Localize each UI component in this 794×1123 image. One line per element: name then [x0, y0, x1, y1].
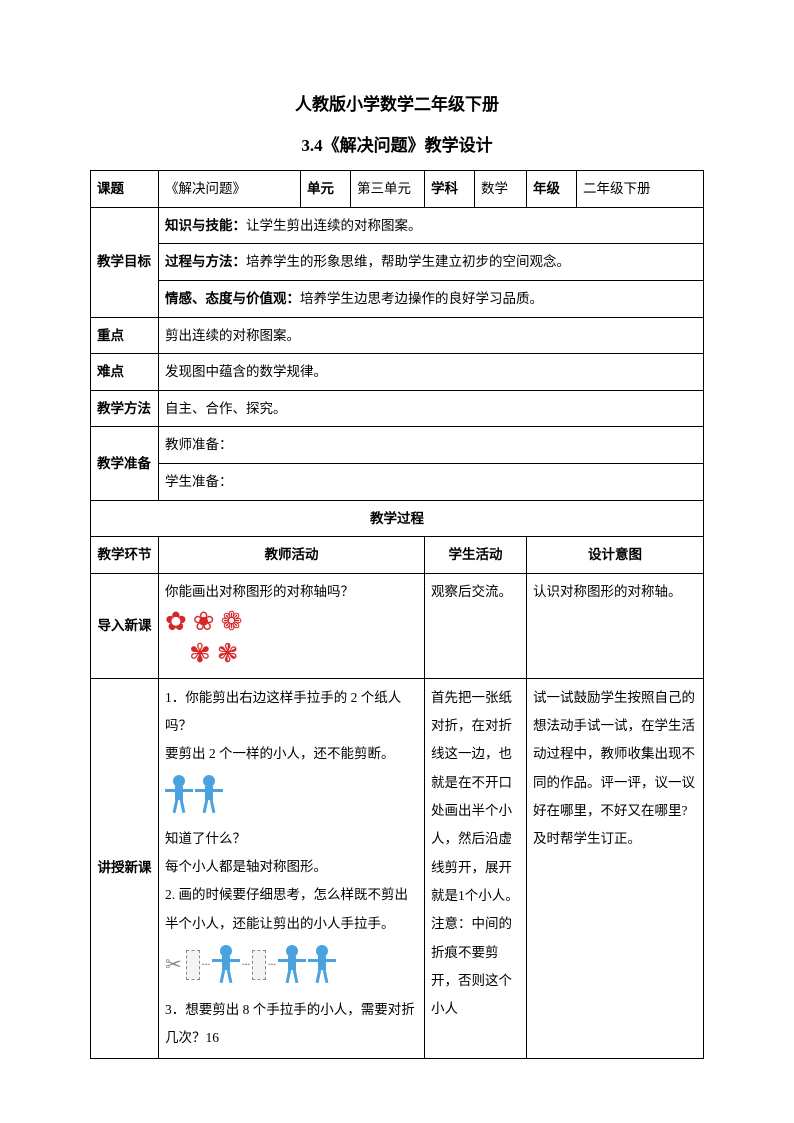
scissor-icon: ✂ — [165, 944, 182, 986]
value-keypoint: 剪出连续的对称图案。 — [159, 317, 704, 354]
label-topic: 课题 — [91, 171, 159, 208]
goal-3-label: 情感、态度与价值观： — [165, 291, 300, 306]
value-grade: 二年级下册 — [577, 171, 704, 208]
label-prep: 教学准备 — [91, 427, 159, 500]
value-diffpoint: 发现图中蕴含的数学规律。 — [159, 354, 704, 391]
label-diffpoint: 难点 — [91, 354, 159, 391]
label-goals: 教学目标 — [91, 207, 159, 317]
goal-1-label: 知识与技能： — [165, 218, 246, 233]
goal-1-text: 让学生剪出连续的对称图案。 — [246, 218, 422, 233]
label-grade: 年级 — [527, 171, 577, 208]
lecture-t3: 知道了什么？ — [165, 825, 418, 853]
goal-2-label: 过程与方法： — [165, 254, 246, 269]
lecture-teacher: 1．你能剪出右边这样手拉手的 2 个纸人吗？ 要剪出 2 个一样的小人，还不能剪… — [159, 678, 425, 1058]
lecture-t6: 3．想要剪出 8 个手拉手的小人，需要对折几次？16 — [165, 996, 418, 1053]
col-stage: 教学环节 — [91, 537, 159, 574]
value-topic: 《解决问题》 — [159, 171, 301, 208]
lecture-intent: 试一试鼓励学生按照自己的想法动手试一试，在学生活动过程中，教师收集出现不同的作品… — [527, 678, 704, 1058]
doc-title-1: 人教版小学数学二年级下册 — [90, 90, 704, 115]
paper-icon — [252, 950, 266, 980]
goal-3-text: 培养学生边思考边操作的良好学习品质。 — [300, 291, 543, 306]
value-method: 自主、合作、探究。 — [159, 390, 704, 427]
person-icon — [165, 775, 193, 815]
intro-intent: 认识对称图形的对称轴。 — [527, 574, 704, 679]
prep-teacher: 教师准备： — [159, 427, 704, 464]
intro-teacher: 你能画出对称图形的对称轴吗？ ✿ ❀ ❁ ✾ ❃ — [159, 574, 425, 679]
person-icon — [212, 945, 240, 985]
doc-title-2: 3.4《解决问题》教学设计 — [90, 131, 704, 156]
lecture-t2: 要剪出 2 个一样的小人，还不能剪断。 — [165, 740, 418, 768]
lecture-student: 首先把一张纸对折，在对折线这一边，也就是在不开口处画出半个小人，然后沿虚线剪开，… — [425, 678, 527, 1058]
prep-student: 学生准备： — [159, 464, 704, 501]
lecture-row: 讲授新课 1．你能剪出右边这样手拉手的 2 个纸人吗？ 要剪出 2 个一样的小人… — [91, 678, 704, 1058]
process-header-row: 教学环节 教师活动 学生活动 设计意图 — [91, 537, 704, 574]
col-intent: 设计意图 — [527, 537, 704, 574]
goal-1: 知识与技能：让学生剪出连续的对称图案。 — [159, 207, 704, 244]
papercut-images: ✿ ❀ ❁ — [165, 609, 418, 635]
value-subject: 数学 — [475, 171, 527, 208]
lecture-t1: 1．你能剪出右边这样手拉手的 2 个纸人吗？ — [165, 684, 418, 741]
col-student: 学生活动 — [425, 537, 527, 574]
dash-icon: ┄ — [268, 951, 276, 979]
header-row: 课题 《解决问题》 单元 第三单元 学科 数学 年级 二年级下册 — [91, 171, 704, 208]
intro-student: 观察后交流。 — [425, 574, 527, 679]
person-icon — [278, 945, 306, 985]
person-icon — [308, 945, 336, 985]
intro-row: 导入新课 你能画出对称图形的对称轴吗？ ✿ ❀ ❁ ✾ ❃ 观察后交流。 认识对… — [91, 574, 704, 679]
value-unit: 第三单元 — [351, 171, 425, 208]
label-unit: 单元 — [301, 171, 351, 208]
label-method: 教学方法 — [91, 390, 159, 427]
papercut-images-2: ✾ ❃ — [165, 641, 418, 667]
goal-2-text: 培养学生的形象思维，帮助学生建立初步的空间观念。 — [246, 254, 570, 269]
papercut-icon: ✿ — [165, 609, 187, 635]
dash-icon: ┄ — [242, 951, 250, 979]
label-keypoint: 重点 — [91, 317, 159, 354]
process-title: 教学过程 — [91, 500, 704, 537]
intro-question: 你能画出对称图形的对称轴吗？ — [165, 579, 418, 605]
papercut-icon: ❃ — [217, 641, 239, 667]
person-icon — [195, 775, 223, 815]
lecture-t5: 2. 画的时候要仔细思考，怎么样既不剪出半个小人，还能让剪出的小人手拉手。 — [165, 881, 418, 938]
papercut-icon: ✾ — [189, 641, 211, 667]
paper-icon — [186, 950, 200, 980]
cut-sequence-figure: ✂ ┄ ┄ ┄ — [165, 944, 418, 986]
papercut-icon: ❀ — [193, 609, 215, 635]
two-people-figure — [165, 775, 418, 815]
papercut-icon: ❁ — [221, 609, 243, 635]
dash-icon: ┄ — [202, 951, 210, 979]
lesson-plan-table: 课题 《解决问题》 单元 第三单元 学科 数学 年级 二年级下册 教学目标 知识… — [90, 170, 704, 1059]
col-teacher: 教师活动 — [159, 537, 425, 574]
lecture-label: 讲授新课 — [91, 678, 159, 1058]
lecture-t4: 每个小人都是轴对称图形。 — [165, 853, 418, 881]
goal-3: 情感、态度与价值观：培养学生边思考边操作的良好学习品质。 — [159, 280, 704, 317]
goal-2: 过程与方法：培养学生的形象思维，帮助学生建立初步的空间观念。 — [159, 244, 704, 281]
label-subject: 学科 — [425, 171, 475, 208]
intro-label: 导入新课 — [91, 574, 159, 679]
